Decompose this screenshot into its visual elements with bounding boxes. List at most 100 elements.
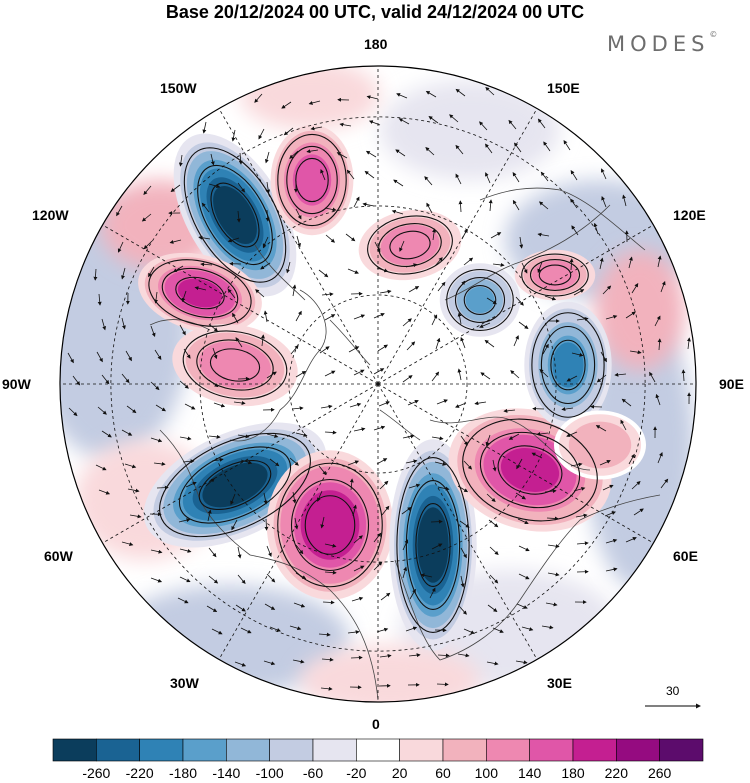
wind-arrow	[181, 290, 187, 303]
wind-arrow	[208, 547, 217, 558]
wind-arrow	[154, 349, 162, 360]
wind-arrow	[570, 170, 578, 181]
wind-arrow	[260, 334, 265, 347]
colorbar-tick-label: -180	[168, 765, 198, 781]
wind-arrow	[435, 337, 441, 350]
wind-arrow	[201, 202, 210, 213]
wind-arrow	[379, 289, 392, 294]
wind-arrow	[150, 577, 163, 583]
wind-arrow	[324, 543, 337, 548]
wind-arrow	[295, 370, 307, 378]
wind-arrow	[631, 480, 641, 490]
wind-arrow	[68, 407, 78, 417]
wind-arrow	[398, 118, 410, 125]
colorbar-swatch	[356, 738, 400, 762]
anomaly-center	[524, 301, 612, 429]
colorbar	[52, 738, 704, 762]
lon-label-120e: 120E	[673, 207, 706, 223]
wind-arrow	[169, 239, 182, 244]
wind-arrow	[293, 602, 306, 608]
wind-arrow	[655, 393, 661, 406]
wind-arrow	[121, 317, 126, 330]
wind-arrow	[289, 150, 299, 159]
anomaly-wash	[380, 80, 560, 180]
wind-arrow	[321, 657, 334, 662]
wind-arrow	[544, 489, 557, 494]
wind-arrow	[458, 200, 463, 213]
wind-arrow	[350, 655, 363, 660]
wind-arrow	[425, 90, 437, 98]
wind-arrow	[516, 458, 523, 470]
wind-arrow	[503, 408, 516, 413]
wind-arrow	[213, 402, 226, 408]
coastline	[444, 204, 611, 301]
lon-label-150e: 150E	[547, 80, 580, 96]
wind-arrow	[605, 314, 618, 320]
colorbar-swatch	[96, 738, 140, 762]
wind-arrow	[436, 682, 449, 687]
lon-label-30e: 30E	[547, 675, 572, 691]
vector-scale-value: 30	[666, 684, 680, 698]
colorbar-swatch	[442, 738, 487, 762]
colorbar-swatch	[616, 738, 660, 762]
wind-arrow	[283, 127, 294, 136]
wind-arrow	[455, 88, 466, 97]
wind-arrow	[649, 371, 656, 383]
wind-arrow	[569, 258, 574, 271]
wind-arrow	[200, 262, 213, 267]
wind-arrow	[599, 257, 604, 270]
wind-arrow	[379, 480, 389, 490]
wind-arrow	[431, 543, 443, 550]
wind-arrow	[295, 310, 302, 322]
anomaly-center	[554, 410, 646, 480]
wind-arrow	[93, 268, 98, 281]
wind-arrow	[484, 339, 495, 348]
map-border	[59, 65, 697, 703]
wind-arrow	[515, 660, 528, 665]
wind-arrow	[488, 519, 499, 528]
wind-arrow	[429, 587, 436, 599]
wind-arrow	[515, 492, 526, 500]
lon-label-120w: 120W	[32, 207, 69, 223]
wind-arrow	[306, 149, 319, 154]
wind-arrow	[125, 350, 132, 362]
coastline	[379, 409, 421, 441]
anomaly-center	[439, 263, 521, 337]
wind-arrow	[408, 653, 421, 658]
wind-arrow	[376, 627, 389, 633]
wind-arrow	[98, 489, 111, 495]
brand-text: MODES	[607, 32, 710, 56]
wind-arrow	[364, 170, 375, 179]
wind-arrow	[431, 436, 444, 441]
wind-arrow	[402, 434, 415, 439]
wind-arrow	[457, 485, 469, 493]
wind-arrow	[291, 406, 304, 411]
wind-arrow	[391, 209, 404, 215]
wind-arrow	[620, 419, 627, 431]
wind-arrow	[600, 351, 607, 363]
colorbar-tick-label: -100	[255, 765, 284, 781]
wind-arrow	[101, 430, 112, 438]
wind-arrow	[628, 256, 633, 269]
meridian	[102, 383, 379, 544]
wind-arrow	[455, 402, 467, 408]
wind-arrow	[237, 434, 250, 439]
wind-arrow	[373, 313, 385, 319]
wind-arrow	[179, 548, 192, 553]
wind-arrow	[262, 236, 269, 248]
wind-arrow	[537, 261, 543, 274]
wind-arrow	[461, 228, 468, 240]
wind-arrow	[238, 152, 243, 165]
wind-arrow	[365, 150, 377, 158]
wind-arrow	[194, 286, 207, 291]
wind-arrow	[487, 604, 498, 612]
wind-arrow	[405, 263, 418, 268]
wind-arrow	[380, 592, 391, 601]
wind-arrow	[324, 207, 337, 212]
wind-arrow	[179, 436, 192, 441]
wind-arrow	[547, 544, 560, 549]
colorbar-swatch	[399, 738, 444, 762]
wind-arrow	[208, 434, 221, 439]
wind-arrow	[485, 143, 493, 154]
lon-label-60e: 60E	[673, 548, 698, 564]
